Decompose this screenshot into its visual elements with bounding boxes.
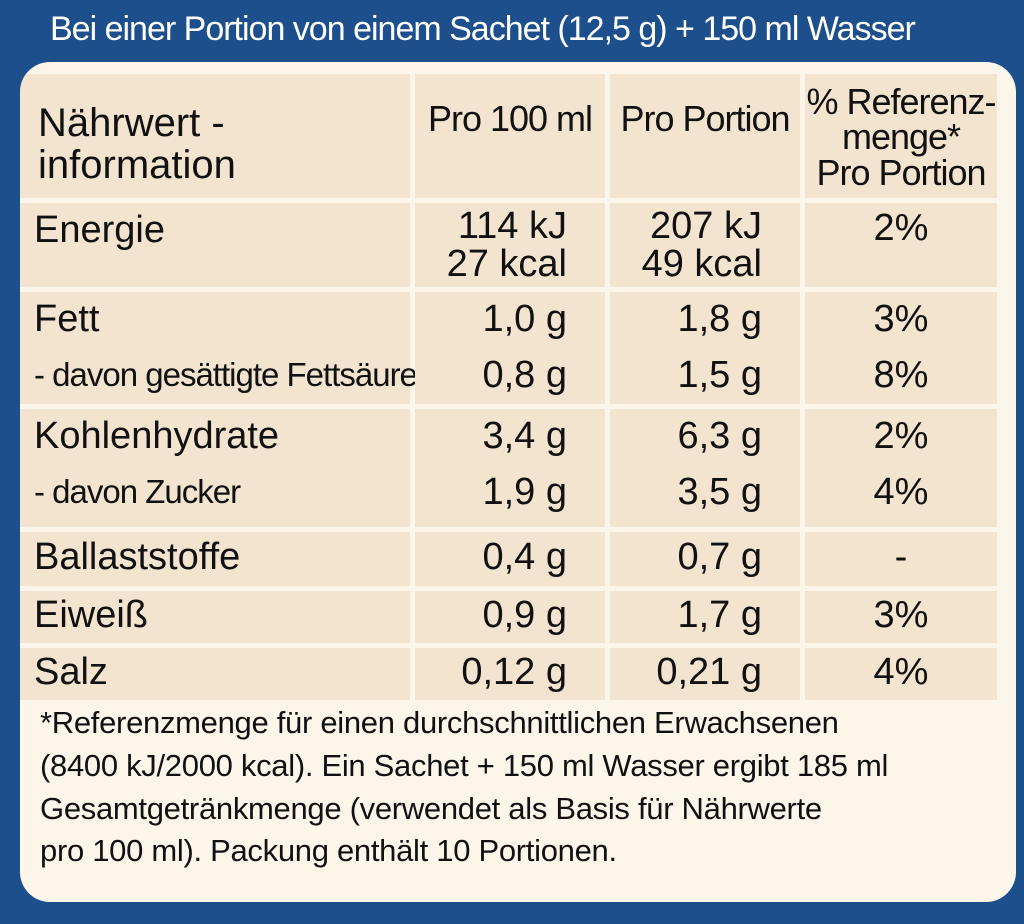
energy-ref: 2% bbox=[873, 207, 929, 249]
sugar-per100: 1,9 g bbox=[482, 471, 567, 513]
energy-per100-cell: 114 kJ 27 kcal bbox=[415, 203, 605, 287]
header-label-line2: information bbox=[38, 143, 236, 187]
header-bar: Bei einer Portion von einem Sachet (12,5… bbox=[0, 0, 1024, 62]
footnote-line2: (8400 kJ/2000 kcal). Ein Sachet + 150 ml… bbox=[40, 747, 889, 783]
serving-title: Bei einer Portion von einem Sachet (12,5… bbox=[50, 10, 916, 48]
fiber-per100: 0,4 g bbox=[482, 536, 567, 578]
energy-portion-kj: 207 kJ bbox=[650, 205, 762, 247]
salt-label: Salz bbox=[34, 651, 108, 693]
header-per100: Pro 100 ml bbox=[427, 98, 593, 139]
fiber-portion: 0,7 g bbox=[677, 536, 762, 578]
salt-label-cell: Salz bbox=[20, 648, 410, 700]
energy-per100-kj: 114 kJ bbox=[457, 205, 567, 247]
sugar-portion: 3,5 g bbox=[677, 471, 762, 513]
header-ref-line1: % Referenz- bbox=[806, 81, 996, 122]
salt-per100-cell: 0,12 g bbox=[415, 648, 605, 700]
fat-ref: 3% bbox=[873, 298, 929, 340]
fat-label: Fett bbox=[34, 298, 100, 340]
energy-label-cell: Energie bbox=[20, 203, 410, 287]
header-ref-line2: menge* bbox=[841, 116, 961, 158]
protein-per100: 0,9 g bbox=[482, 594, 567, 636]
header-label-cell: Nährwert - information bbox=[20, 74, 410, 198]
carbs-per100: 3,4 g bbox=[482, 415, 567, 457]
fat-label-cell: Fett - davon gesättigte Fettsäuren bbox=[20, 292, 435, 404]
energy-label: Energie bbox=[34, 209, 165, 251]
fat-portion-cell: 1,8 g 1,5 g bbox=[610, 292, 800, 404]
fat-ref-cell: 3% 8% bbox=[805, 292, 997, 404]
salt-portion-cell: 0,21 g bbox=[610, 648, 800, 700]
salt-ref-cell: 4% bbox=[805, 648, 997, 700]
fiber-label: Ballaststoffe bbox=[34, 536, 241, 578]
footnote-line1: *Referenzmenge für einen durchschnittlic… bbox=[40, 705, 839, 740]
sat-label: - davon gesättigte Fettsäuren bbox=[34, 356, 435, 393]
salt-portion: 0,21 g bbox=[656, 651, 762, 693]
energy-portion-kcal: 49 kcal bbox=[641, 243, 762, 285]
footnote: *Referenzmenge für einen durchschnittlic… bbox=[40, 702, 980, 873]
header-portion: Pro Portion bbox=[620, 98, 790, 139]
header-label-line1: Nährwert - bbox=[38, 101, 225, 145]
protein-portion: 1,7 g bbox=[677, 594, 762, 636]
protein-per100-cell: 0,9 g bbox=[415, 591, 605, 643]
energy-portion-cell: 207 kJ 49 kcal bbox=[610, 203, 800, 287]
footnote-line3: Gesamtgetränkmenge (verwendet als Basis … bbox=[40, 790, 822, 826]
carbs-ref: 2% bbox=[873, 415, 929, 457]
header-ref-cell: % Referenz- menge* Pro Portion bbox=[805, 74, 997, 198]
fiber-portion-cell: 0,7 g bbox=[610, 532, 800, 586]
carbs-portion-cell: 6,3 g 3,5 g bbox=[610, 409, 800, 527]
fat-per100: 1,0 g bbox=[482, 298, 567, 340]
header-per100-cell: Pro 100 ml bbox=[415, 74, 605, 198]
header-portion-cell: Pro Portion bbox=[610, 74, 800, 198]
footnote-line4: pro 100 ml). Packung enthält 10 Portione… bbox=[40, 833, 617, 869]
protein-ref: 3% bbox=[873, 594, 929, 636]
sugar-ref: 4% bbox=[873, 471, 929, 513]
fiber-ref: - bbox=[894, 536, 908, 578]
sugar-label: - davon Zucker bbox=[34, 473, 241, 510]
carbs-label: Kohlenhydrate bbox=[34, 415, 280, 457]
carbs-label-cell: Kohlenhydrate - davon Zucker bbox=[20, 409, 410, 527]
salt-per100: 0,12 g bbox=[461, 651, 567, 693]
fiber-label-cell: Ballaststoffe bbox=[20, 532, 410, 586]
sat-portion: 1,5 g bbox=[677, 354, 762, 396]
fat-portion: 1,8 g bbox=[677, 298, 762, 340]
protein-ref-cell: 3% bbox=[805, 591, 997, 643]
header-ref-line3: Pro Portion bbox=[816, 151, 986, 193]
fat-per100-cell: 1,0 g 0,8 g bbox=[415, 292, 605, 404]
protein-label: Eiweiß bbox=[34, 594, 149, 636]
sat-per100: 0,8 g bbox=[482, 354, 567, 396]
energy-per100-kcal: 27 kcal bbox=[446, 243, 567, 285]
nutrition-panel: Nährwert - information Pro 100 ml Pro Po… bbox=[20, 62, 1016, 902]
carbs-per100-cell: 3,4 g 1,9 g bbox=[415, 409, 605, 527]
sat-ref: 8% bbox=[873, 354, 929, 396]
protein-portion-cell: 1,7 g bbox=[610, 591, 800, 643]
carbs-ref-cell: 2% 4% bbox=[805, 409, 997, 527]
salt-ref: 4% bbox=[873, 651, 929, 693]
fiber-per100-cell: 0,4 g bbox=[415, 532, 605, 586]
protein-label-cell: Eiweiß bbox=[20, 591, 410, 643]
fiber-ref-cell: - bbox=[805, 532, 997, 586]
energy-ref-cell: 2% bbox=[805, 203, 997, 287]
carbs-portion: 6,3 g bbox=[677, 415, 762, 457]
